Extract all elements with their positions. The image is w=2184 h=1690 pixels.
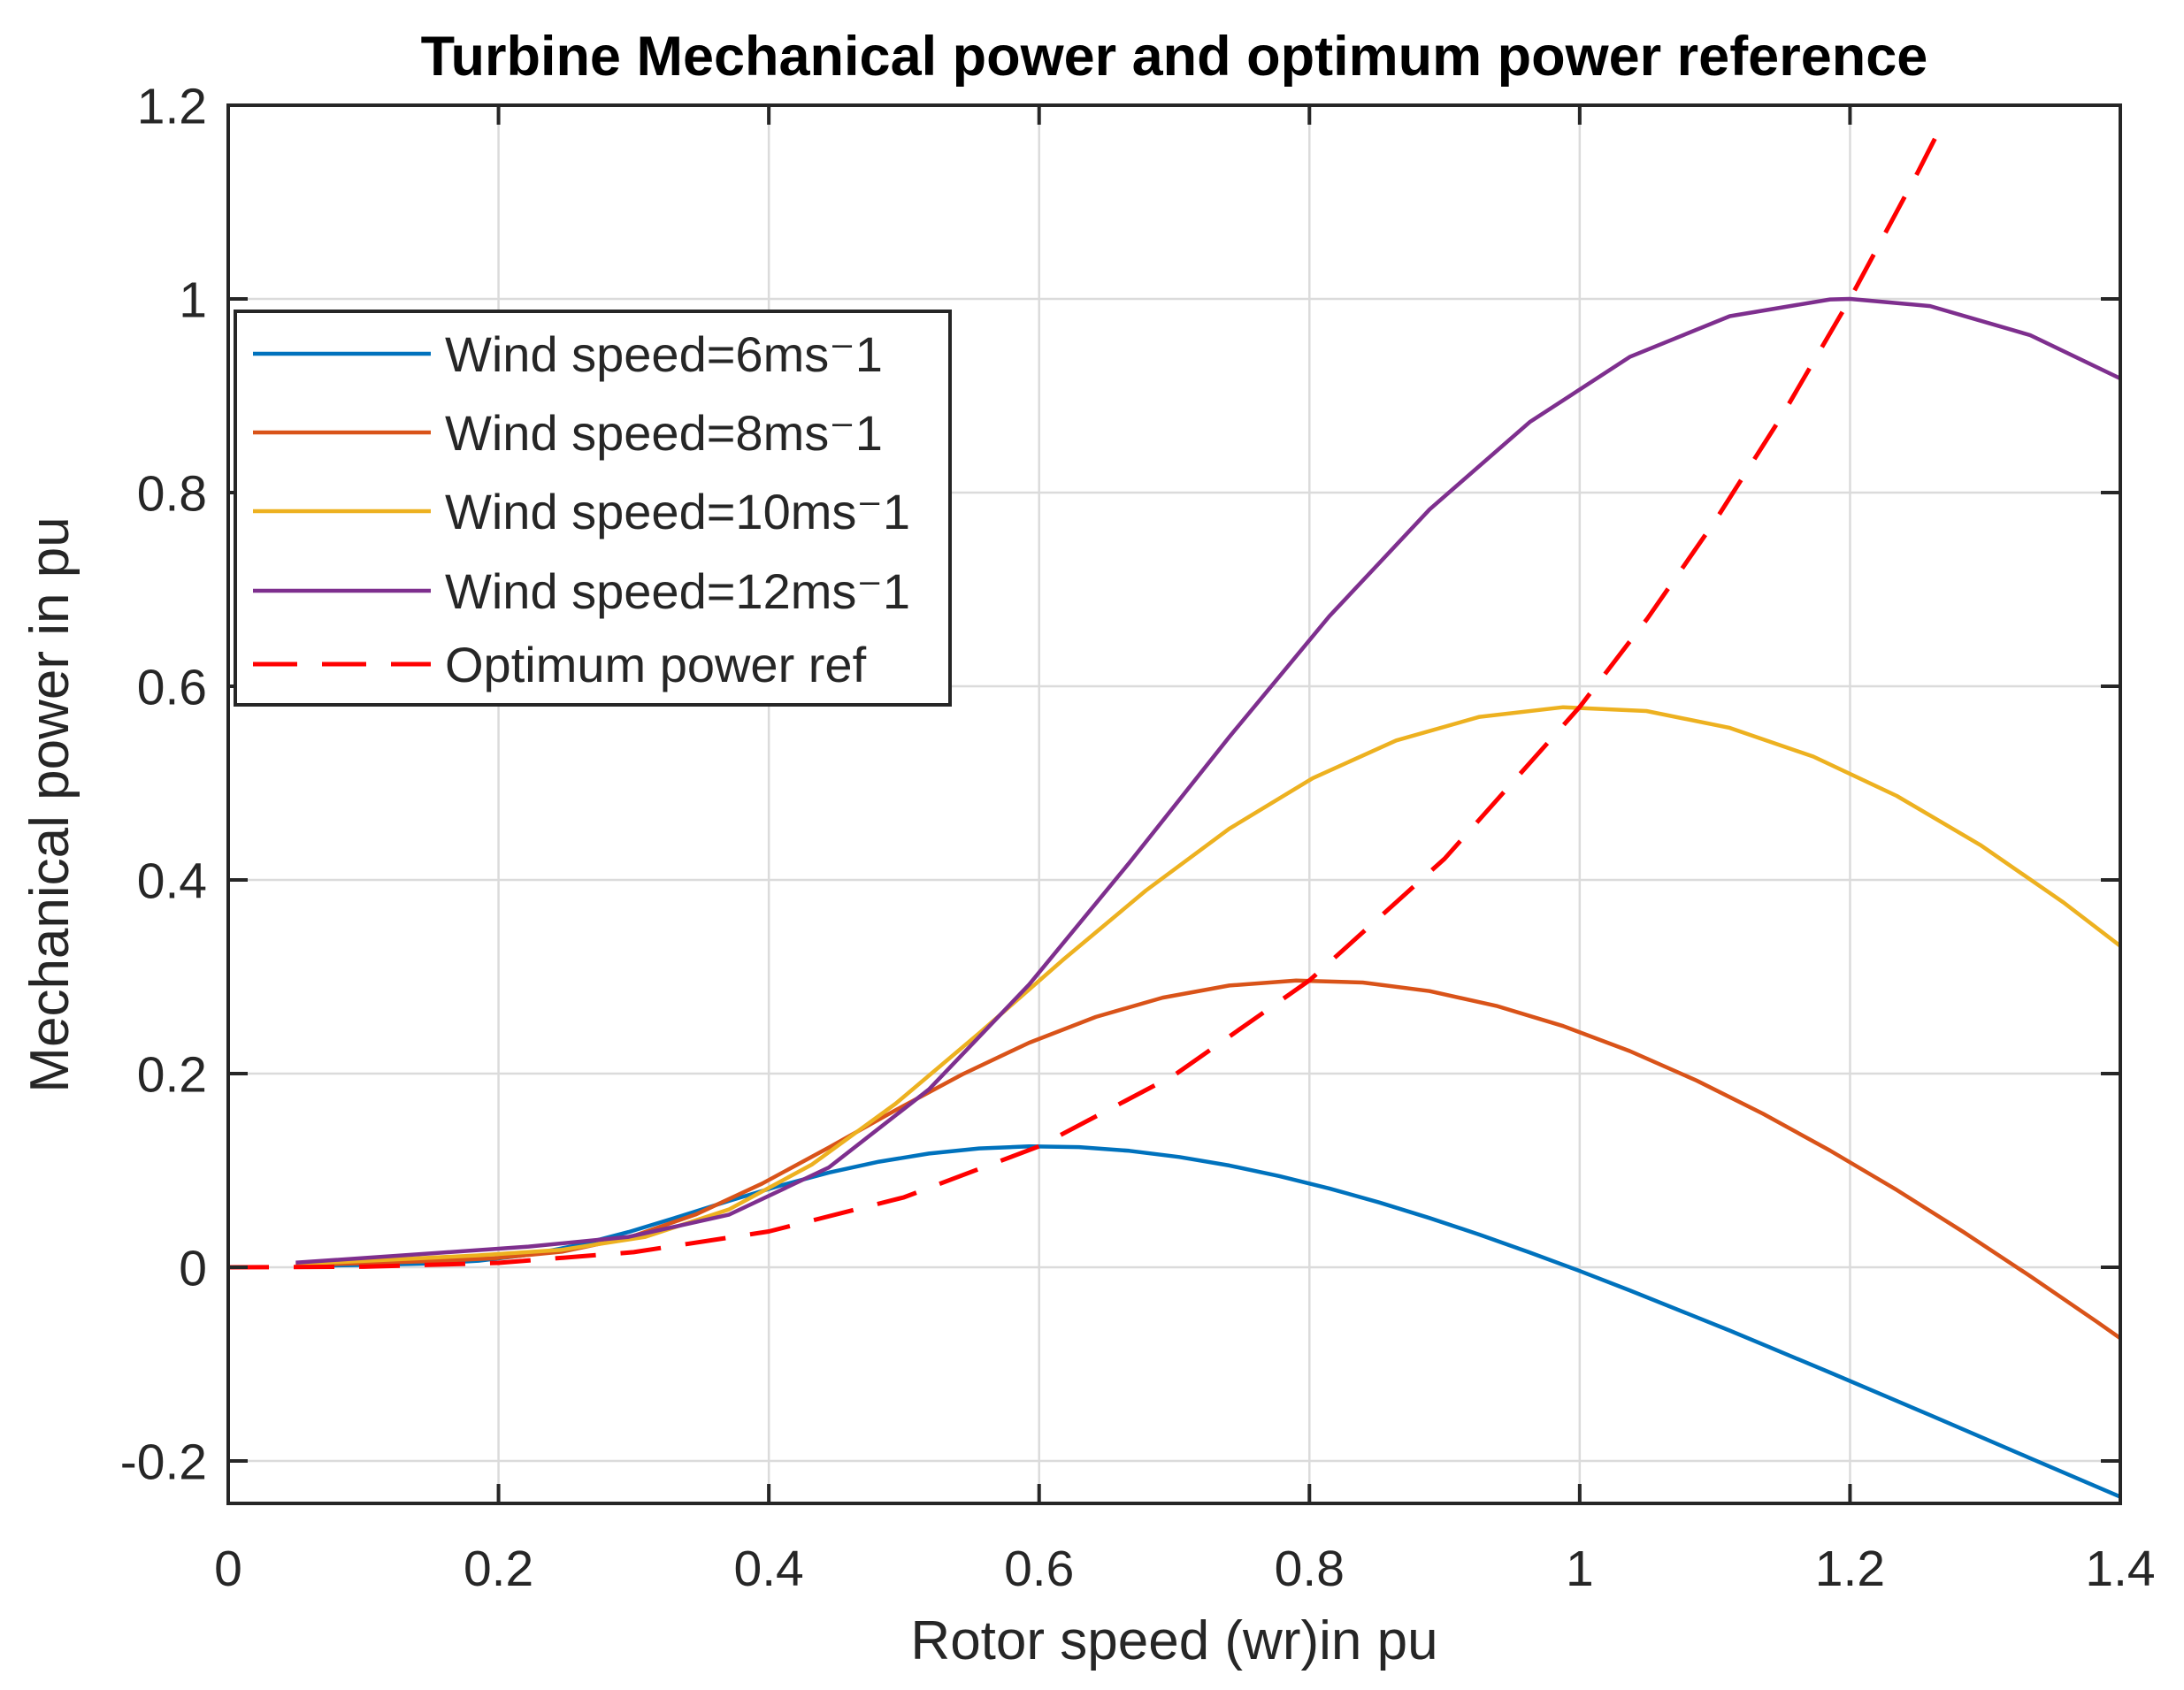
y-tick-label-2: 0.2 [137,1047,207,1104]
x-tick-label-0: 0 [214,1541,242,1597]
x-axis-label: Rotor speed (wr)in pu [910,1610,1438,1671]
legend-box [234,310,952,707]
y-tick-label-6: 1 [179,272,207,329]
y-tick-label-4: 0.6 [137,660,207,716]
y-tick-label-1: 0 [179,1241,207,1297]
legend-label-3: Wind speed=12ms⁻1 [445,563,910,619]
y-axis-label: Mechanical power in pu [19,516,80,1093]
x-tick-label-4: 0.8 [1275,1541,1345,1597]
series-line-2 [295,705,2120,1266]
legend-label-1: Wind speed=8ms⁻1 [445,405,883,461]
x-tick-label-6: 1.2 [1815,1541,1885,1597]
y-tick-label-3: 0.4 [137,853,207,910]
y-tick-label-5: 0.8 [137,466,207,523]
x-tick-label-3: 0.6 [1004,1541,1074,1597]
chart-title: Turbine Mechanical power and optimum pow… [420,26,1928,88]
x-tick-label-2: 0.4 [734,1541,804,1597]
series-line-4 [228,119,1947,1270]
x-tick-label-1: 0.2 [464,1541,533,1597]
y-tick-label-0: -0.2 [120,1434,207,1491]
legend-label-0: Wind speed=6ms⁻1 [445,326,883,382]
x-tick-label-5: 1 [1566,1541,1594,1597]
axes-box [226,103,2122,1505]
y-tick-label-7: 1.2 [137,79,207,135]
x-tick-label-7: 1.4 [2085,1541,2155,1597]
legend-label-4: Optimum power ref [445,637,867,692]
series-line-3 [295,296,2120,1266]
legend-label-2: Wind speed=10ms⁻1 [445,484,910,539]
